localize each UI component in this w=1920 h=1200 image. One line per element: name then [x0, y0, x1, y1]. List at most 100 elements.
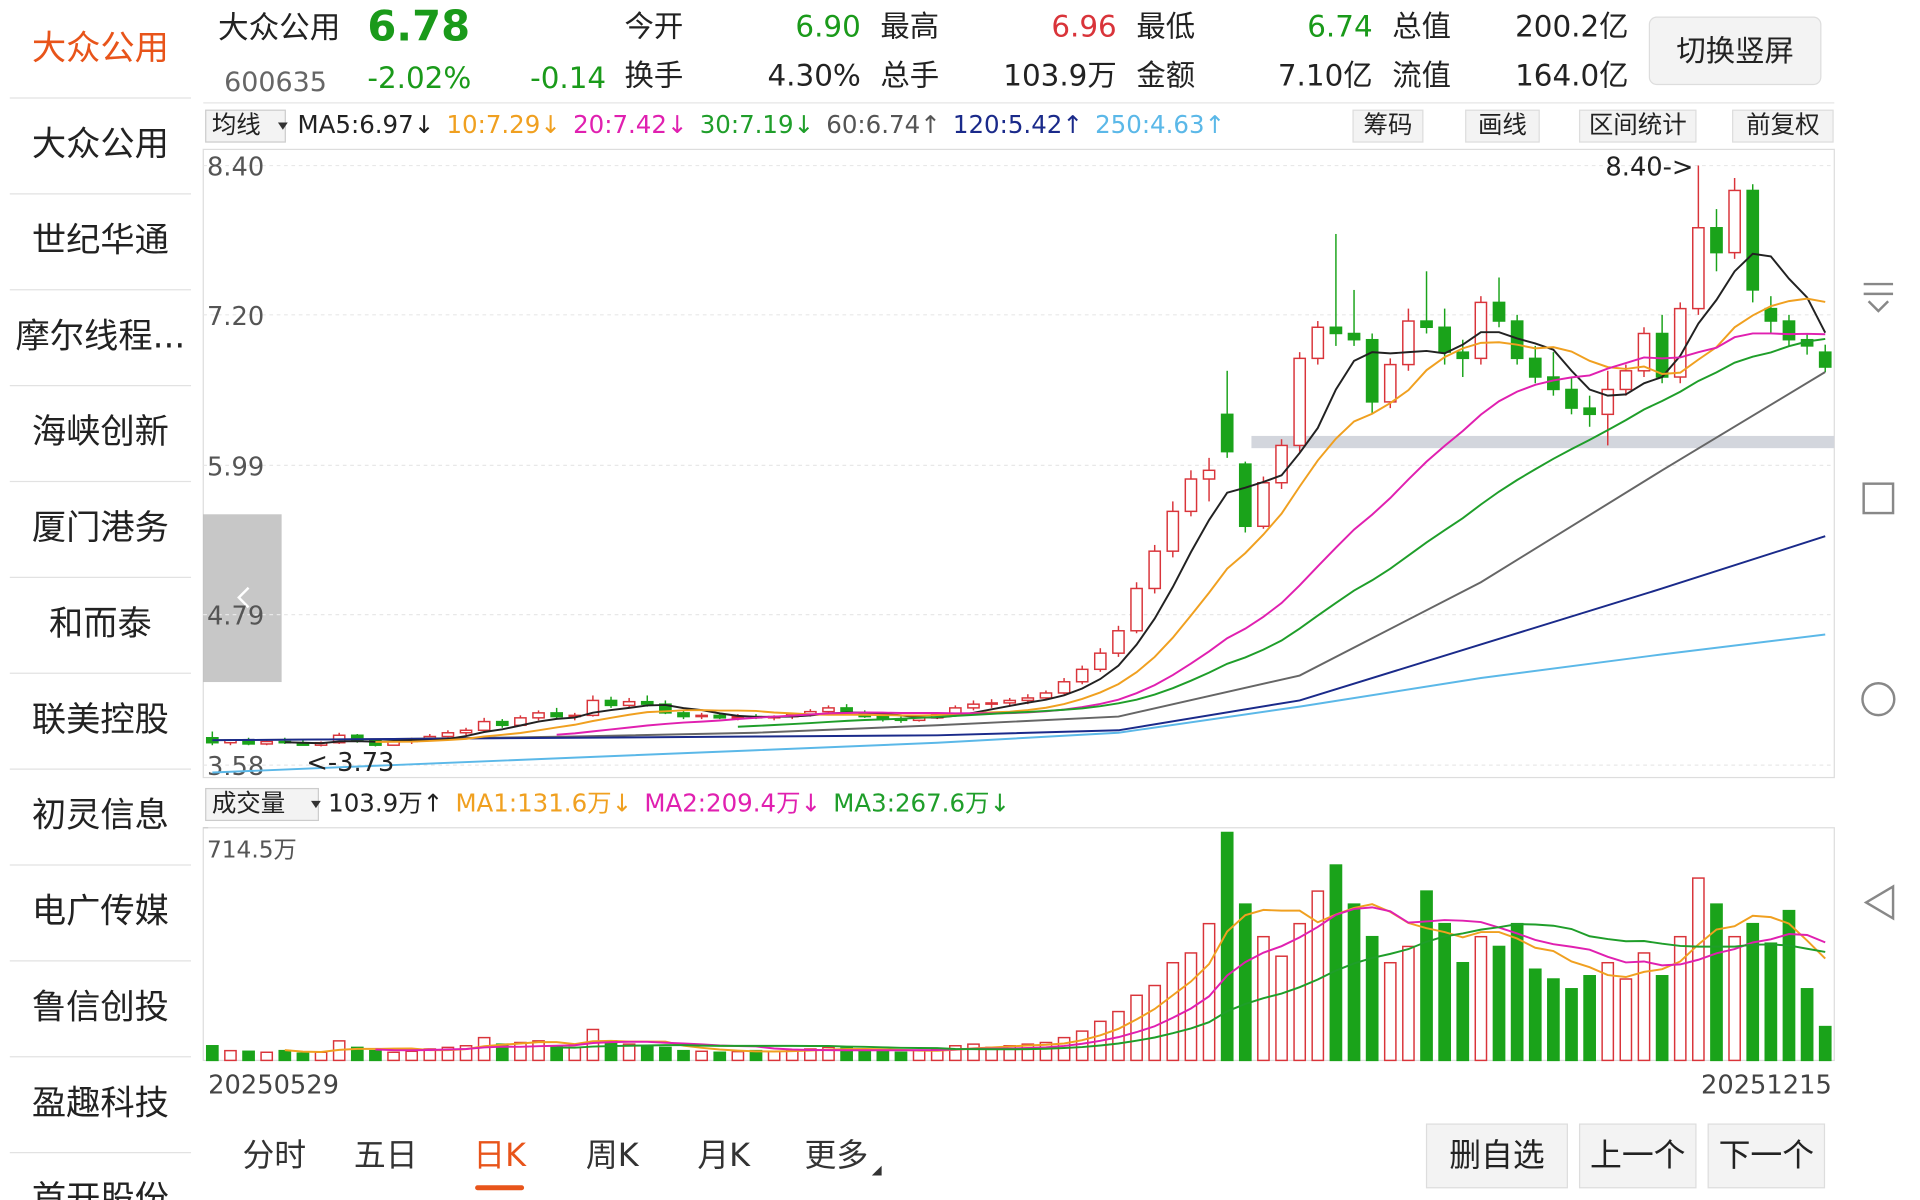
- sidebar-item[interactable]: 鲁信创投: [32, 987, 169, 1027]
- nav-menu[interactable]: [1863, 282, 1894, 313]
- sidebar-item[interactable]: 首开股份: [32, 1179, 169, 1200]
- sidebar-item[interactable]: 大众公用: [32, 125, 169, 165]
- legend-item: 103.9万↑: [328, 788, 443, 817]
- stat-value: 7.10亿: [1278, 59, 1373, 93]
- nav-home[interactable]: [1862, 482, 1895, 515]
- selector[interactable]: 成交量: [212, 788, 285, 817]
- orientation-button-label[interactable]: 切换竖屏: [1676, 34, 1794, 68]
- candle-body: [1112, 630, 1125, 654]
- volume-bar: [1492, 945, 1506, 1062]
- candle-body: [1782, 320, 1796, 341]
- candle-body: [459, 729, 473, 734]
- candle-body: [1710, 227, 1723, 254]
- volume-bar: [804, 1048, 817, 1062]
- sidebar-item[interactable]: 世纪华通: [32, 220, 169, 260]
- stock-name: 大众公用: [218, 11, 340, 46]
- stat-value: 6.90: [795, 10, 860, 44]
- volume-bar: [1148, 984, 1162, 1062]
- nav-button[interactable]: [1425, 1123, 1568, 1189]
- volume-bar: [1583, 975, 1596, 1062]
- tool-button-label[interactable]: 区间统计: [1589, 110, 1687, 139]
- candle-body: [495, 720, 509, 727]
- tool-button-label[interactable]: 画线: [1478, 110, 1527, 139]
- sidebar-item[interactable]: 摩尔线程...: [16, 316, 186, 356]
- candle-body: [1130, 587, 1143, 632]
- sidebar-item[interactable]: 电广传媒: [32, 892, 169, 932]
- ma-line: [556, 332, 1826, 736]
- selector[interactable]: 均线: [212, 110, 261, 139]
- volume-bar: [1800, 988, 1814, 1062]
- volume-ma-line: [375, 906, 1826, 1052]
- stat-value: 6.74: [1307, 10, 1372, 44]
- volume-bar: [1710, 903, 1723, 1062]
- volume-bar: [278, 1049, 292, 1062]
- stat-value: 200.2亿: [1515, 10, 1628, 44]
- tab[interactable]: 日K: [473, 1136, 527, 1174]
- right-nav[interactable]: [1861, 282, 1896, 921]
- nav-button-label[interactable]: 下一个: [1719, 1136, 1815, 1174]
- sidebar-item[interactable]: 和而泰: [49, 604, 152, 644]
- candle-body: [1202, 469, 1216, 480]
- stat-value: 164.0亿: [1515, 59, 1628, 93]
- legend-item: MA2:209.4万↓: [644, 788, 821, 817]
- nav-button-label[interactable]: 上一个: [1590, 1136, 1686, 1174]
- candle-body: [1655, 332, 1669, 378]
- tool-button[interactable]: [1578, 109, 1697, 143]
- volume-bar: [568, 1046, 582, 1062]
- sidebar-item[interactable]: 大众公用: [32, 29, 169, 69]
- candle-body: [1692, 227, 1705, 310]
- sidebar-item[interactable]: 厦门港务: [32, 508, 169, 548]
- volume-bar: [1655, 975, 1669, 1062]
- nav-button-label[interactable]: 删自选: [1449, 1136, 1545, 1174]
- tab[interactable]: 更多: [804, 1136, 868, 1174]
- candle-body: [1347, 332, 1361, 341]
- selector-box[interactable]: [205, 109, 286, 143]
- volume-bar: [1365, 935, 1379, 1062]
- sidebar-item[interactable]: 联美控股: [32, 700, 169, 740]
- volume-bar: [1438, 922, 1452, 1062]
- stat-label: 今开: [624, 10, 683, 44]
- tab[interactable]: 周K: [586, 1136, 640, 1174]
- tool-button[interactable]: [1352, 109, 1424, 143]
- volume-bar: [894, 1051, 908, 1062]
- candle-body: [1148, 550, 1162, 590]
- candle-body: [1093, 652, 1107, 671]
- volume-bar: [1510, 922, 1524, 1062]
- nav-back[interactable]: [1863, 884, 1895, 921]
- prev-overlay[interactable]: [203, 514, 282, 683]
- nav-circle[interactable]: [1861, 682, 1896, 717]
- volume-bar: [1130, 994, 1143, 1062]
- tab[interactable]: 分时: [242, 1136, 306, 1174]
- tool-button[interactable]: [1732, 109, 1834, 143]
- volume-bar: [967, 1043, 980, 1062]
- y-tick-label: 7.20: [207, 302, 264, 332]
- tool-button-label[interactable]: 筹码: [1363, 110, 1412, 139]
- candle-body: [1039, 692, 1053, 699]
- y-tick-label: 3.58: [207, 752, 264, 782]
- candle-body: [622, 700, 636, 707]
- volume-bar: [948, 1045, 962, 1062]
- tab[interactable]: 五日: [354, 1136, 418, 1174]
- orientation-button[interactable]: [1648, 16, 1822, 86]
- sidebar-item[interactable]: 初灵信息: [32, 796, 169, 836]
- sidebar-item[interactable]: 海峡创新: [32, 412, 169, 452]
- volume-bar: [1456, 961, 1470, 1062]
- volume-ma-line: [284, 903, 1826, 1053]
- long-ma-line: [212, 633, 1826, 774]
- tool-button-label[interactable]: 前复权: [1746, 110, 1819, 139]
- volume-bar: [858, 1049, 872, 1062]
- nav-button[interactable]: [1707, 1123, 1826, 1189]
- volume-bar: [1728, 935, 1741, 1062]
- tab[interactable]: 月K: [697, 1136, 751, 1174]
- volume-bar: [1673, 935, 1687, 1062]
- candle-body: [1275, 444, 1288, 484]
- legend-item: 10:7.29↓: [446, 110, 560, 139]
- volume-bar: [1238, 903, 1252, 1062]
- volume-bar: [1528, 968, 1542, 1062]
- candle-body: [1311, 326, 1325, 360]
- price-frame: [202, 148, 1835, 779]
- volume-bar: [1818, 1025, 1832, 1062]
- sidebar-item[interactable]: 盈趣科技: [32, 1083, 169, 1123]
- nav-button[interactable]: [1578, 1123, 1697, 1189]
- tool-button[interactable]: [1465, 109, 1540, 143]
